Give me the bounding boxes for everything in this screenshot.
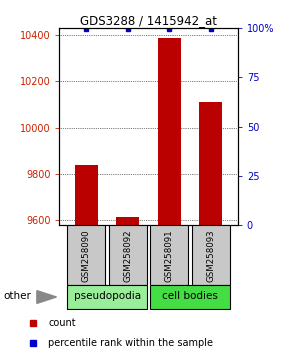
Text: other: other	[3, 291, 31, 302]
Bar	[67, 285, 147, 309]
Text: GSM258090: GSM258090	[82, 229, 91, 281]
Text: GSM258091: GSM258091	[165, 229, 174, 281]
Bar	[117, 217, 139, 225]
Text: GSM258092: GSM258092	[123, 229, 133, 281]
Title: GDS3288 / 1415942_at: GDS3288 / 1415942_at	[80, 14, 217, 27]
Bar	[67, 225, 106, 285]
Bar	[109, 225, 147, 285]
Text: GSM258093: GSM258093	[206, 229, 215, 281]
Bar	[192, 225, 230, 285]
Bar	[200, 102, 222, 225]
Bar	[150, 225, 188, 285]
Polygon shape	[37, 291, 57, 303]
Bar	[75, 165, 98, 225]
Text: pseudopodia: pseudopodia	[74, 291, 141, 302]
Text: cell bodies: cell bodies	[162, 291, 218, 302]
Text: percentile rank within the sample: percentile rank within the sample	[48, 338, 213, 348]
Bar	[150, 285, 230, 309]
Text: count: count	[48, 318, 76, 328]
Bar	[158, 38, 181, 225]
